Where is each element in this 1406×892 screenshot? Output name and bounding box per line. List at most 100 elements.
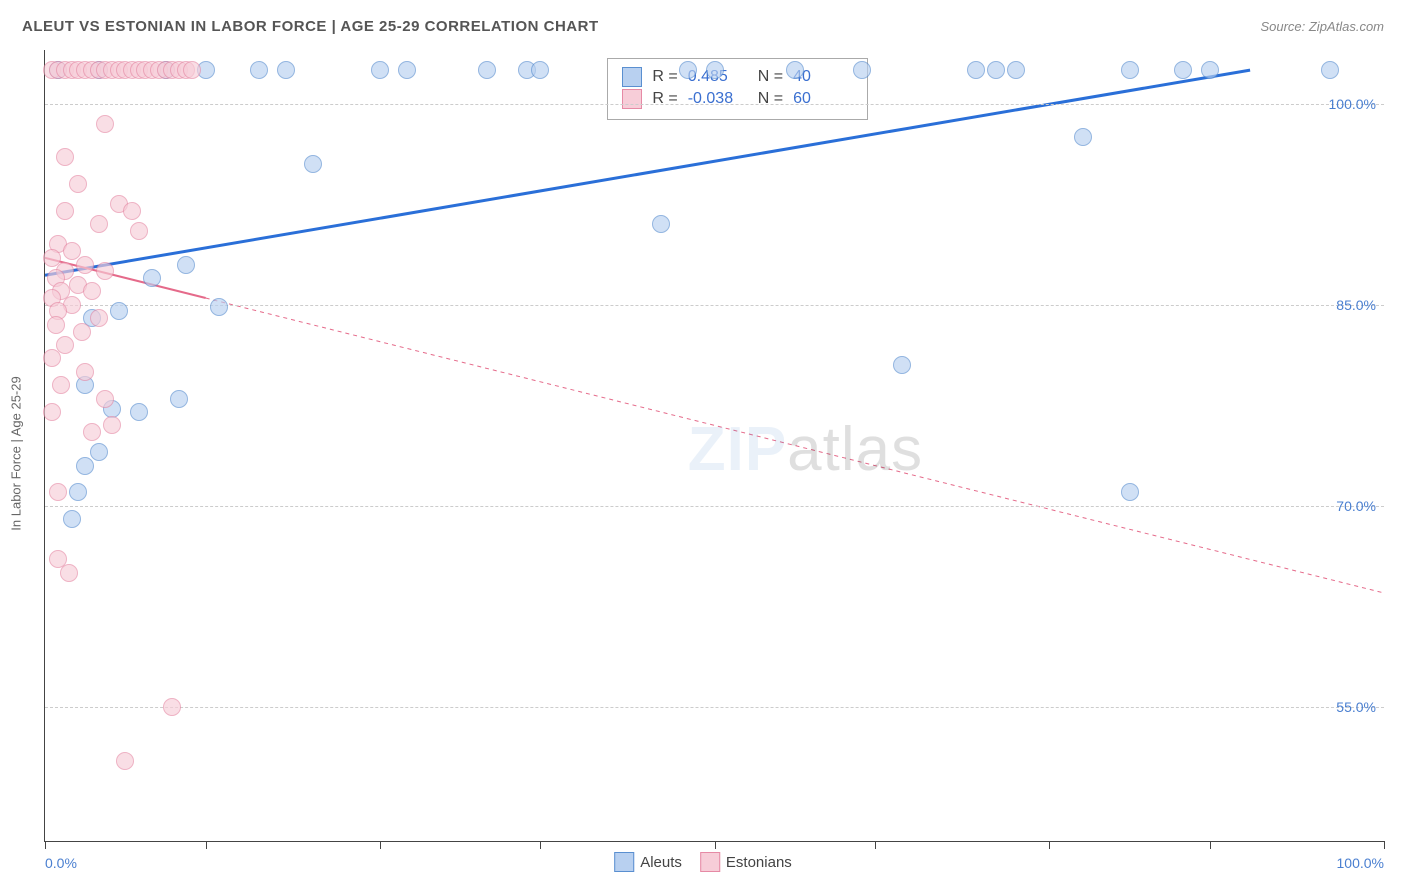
scatter-point xyxy=(76,457,94,475)
stats-legend: R = 0.485 N = 40 R = -0.038 N = 60 xyxy=(607,58,868,120)
swatch-blue xyxy=(622,67,642,87)
gridline xyxy=(45,104,1384,105)
scatter-point xyxy=(893,356,911,374)
swatch-pink xyxy=(622,89,642,109)
scatter-point xyxy=(47,316,65,334)
n-label: N = xyxy=(758,90,783,108)
xtick xyxy=(875,841,876,849)
scatter-point xyxy=(706,61,724,79)
watermark-zip: ZIP xyxy=(688,415,787,484)
scatter-point xyxy=(90,443,108,461)
scatter-point xyxy=(76,363,94,381)
scatter-point xyxy=(398,61,416,79)
scatter-point xyxy=(56,202,74,220)
scatter-point xyxy=(1074,128,1092,146)
trendlines-svg xyxy=(45,50,1384,841)
stats-row-blue: R = 0.485 N = 40 xyxy=(622,67,853,87)
scatter-point xyxy=(1321,61,1339,79)
legend-item-estonians: Estonians xyxy=(700,852,792,872)
scatter-point xyxy=(96,262,114,280)
scatter-point xyxy=(478,61,496,79)
scatter-point xyxy=(69,483,87,501)
plot-area: ZIPatlas R = 0.485 N = 40 R = -0.038 N =… xyxy=(44,50,1384,842)
scatter-point xyxy=(1007,61,1025,79)
xtick xyxy=(206,841,207,849)
r-label: R = xyxy=(652,68,677,86)
scatter-point xyxy=(60,564,78,582)
scatter-point xyxy=(56,336,74,354)
ytick-label: 85.0% xyxy=(1336,297,1376,313)
scatter-point xyxy=(90,309,108,327)
swatch-pink xyxy=(700,852,720,872)
ytick-label: 70.0% xyxy=(1336,498,1376,514)
scatter-point xyxy=(83,423,101,441)
scatter-point xyxy=(967,61,985,79)
scatter-point xyxy=(56,148,74,166)
y-axis-label: In Labor Force | Age 25-29 xyxy=(9,376,24,530)
scatter-point xyxy=(83,282,101,300)
xtick xyxy=(1384,841,1385,849)
xtick xyxy=(540,841,541,849)
source-label: Source: ZipAtlas.com xyxy=(1260,19,1384,34)
scatter-point xyxy=(96,390,114,408)
scatter-point xyxy=(52,376,70,394)
scatter-point xyxy=(130,222,148,240)
gridline xyxy=(45,305,1384,306)
scatter-point xyxy=(170,390,188,408)
ytick-label: 100.0% xyxy=(1329,96,1376,112)
legend-label-estonians: Estonians xyxy=(726,854,792,871)
r-value-pink: -0.038 xyxy=(688,90,748,108)
scatter-point xyxy=(1121,61,1139,79)
xtick xyxy=(380,841,381,849)
scatter-point xyxy=(1121,483,1139,501)
scatter-point xyxy=(103,416,121,434)
scatter-point xyxy=(130,403,148,421)
r-label: R = xyxy=(652,90,677,108)
title-bar: ALEUT VS ESTONIAN IN LABOR FORCE | AGE 2… xyxy=(22,18,1384,35)
scatter-point xyxy=(96,115,114,133)
scatter-point xyxy=(1201,61,1219,79)
watermark: ZIPatlas xyxy=(688,414,923,485)
scatter-point xyxy=(277,61,295,79)
legend-item-aleuts: Aleuts xyxy=(614,852,682,872)
scatter-point xyxy=(73,323,91,341)
scatter-point xyxy=(76,256,94,274)
legend-label-aleuts: Aleuts xyxy=(640,854,682,871)
scatter-point xyxy=(679,61,697,79)
series-legend: Aleuts Estonians xyxy=(614,852,792,872)
scatter-point xyxy=(786,61,804,79)
scatter-point xyxy=(177,256,195,274)
chart-title: ALEUT VS ESTONIAN IN LABOR FORCE | AGE 2… xyxy=(22,18,599,35)
scatter-point xyxy=(652,215,670,233)
scatter-point xyxy=(69,175,87,193)
scatter-point xyxy=(123,202,141,220)
scatter-point xyxy=(110,302,128,320)
gridline xyxy=(45,707,1384,708)
xtick xyxy=(1049,841,1050,849)
xtick-label: 0.0% xyxy=(45,855,77,871)
scatter-point xyxy=(63,510,81,528)
n-value-pink: 60 xyxy=(793,90,853,108)
stats-row-pink: R = -0.038 N = 60 xyxy=(622,89,853,109)
scatter-point xyxy=(210,298,228,316)
n-label: N = xyxy=(758,68,783,86)
watermark-atlas: atlas xyxy=(787,415,923,484)
scatter-point xyxy=(250,61,268,79)
correlation-chart: ALEUT VS ESTONIAN IN LABOR FORCE | AGE 2… xyxy=(0,0,1406,892)
scatter-point xyxy=(43,403,61,421)
scatter-point xyxy=(90,215,108,233)
xtick xyxy=(45,841,46,849)
scatter-point xyxy=(371,61,389,79)
scatter-point xyxy=(987,61,1005,79)
xtick-label: 100.0% xyxy=(1337,855,1384,871)
scatter-point xyxy=(853,61,871,79)
swatch-blue xyxy=(614,852,634,872)
scatter-point xyxy=(183,61,201,79)
xtick xyxy=(715,841,716,849)
scatter-point xyxy=(49,483,67,501)
scatter-point xyxy=(143,269,161,287)
scatter-point xyxy=(116,752,134,770)
ytick-label: 55.0% xyxy=(1336,699,1376,715)
xtick xyxy=(1210,841,1211,849)
scatter-point xyxy=(163,698,181,716)
